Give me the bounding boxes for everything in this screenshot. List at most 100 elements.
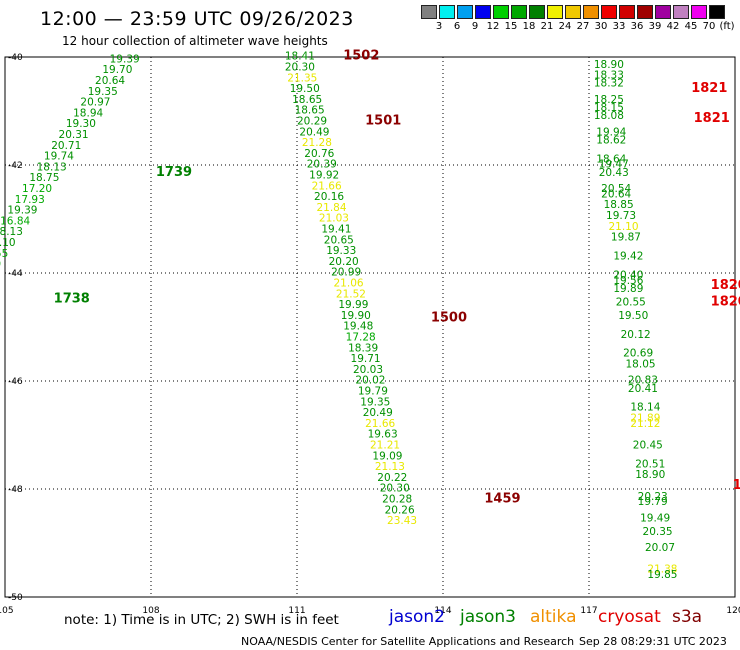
swh-value: 23.43 [387, 515, 417, 527]
swh-value: 20.76 [304, 148, 334, 160]
x-tick-label: 111 [288, 606, 305, 616]
legend-label: 33 [612, 21, 626, 32]
swh-value: 19.42 [613, 251, 643, 263]
swh-value: 21.28 [302, 137, 332, 149]
swh-value: 20.22 [377, 472, 407, 484]
pass-time-label: 1502 [343, 49, 379, 64]
legend-label: 36 [630, 21, 644, 32]
swh-value: 18.13 [37, 161, 67, 173]
pass-time-label: 1821 [691, 81, 727, 96]
legend-swatch [457, 5, 473, 19]
swh-value: 19.89 [613, 283, 643, 295]
swh-value: 18.90 [635, 469, 665, 481]
legend-label: 30 [594, 21, 608, 32]
x-tick-label: 120 [726, 606, 740, 616]
swh-value: 20.40 [613, 269, 643, 281]
swh-value: 19.48 [343, 321, 373, 333]
x-tick-label: 117 [580, 606, 597, 616]
swh-value: 20.26 [385, 504, 415, 516]
swh-value: 18.39 [348, 342, 378, 354]
swh-value: 20.29 [297, 116, 327, 128]
swh-value: 20.45 [633, 440, 663, 452]
swh-value: 19.49 [640, 512, 670, 524]
swh-value: 18.41 [285, 51, 315, 63]
swh-value: 20.83 [628, 375, 658, 387]
legend-label: 24 [558, 21, 572, 32]
swh-value: 19.63 [368, 429, 398, 441]
swh-value: 19.79 [358, 386, 388, 398]
legend-label: 12 [486, 21, 500, 32]
swh-value: 21.84 [316, 202, 346, 214]
swh-value: 18.15 [594, 102, 624, 114]
legend-swatch [547, 5, 563, 19]
pass-time-label: 1820 [711, 294, 740, 309]
swh-value: 20.55 [616, 296, 646, 308]
swh-value: 18.13 [0, 226, 23, 238]
legend-jason3: jason3 [460, 607, 516, 627]
swh-value: 20.64 [601, 188, 631, 200]
swh-value: 19.39 [110, 53, 140, 65]
swh-value: 21.89 [630, 413, 660, 425]
page-title: 12:00 — 23:59 UTC 09/26/2023 [40, 8, 354, 30]
swh-value: 17.60 [0, 259, 1, 271]
swh-value: 19.94 [596, 126, 626, 138]
legend-cryosat: cryosat [598, 607, 661, 627]
legend-swatch [601, 5, 617, 19]
swh-value: 19.30 [66, 118, 96, 130]
swh-value: 20.12 [621, 329, 651, 341]
footnote: note: 1) Time is in UTC; 2) SWH is in fe… [64, 612, 339, 628]
swh-value: 19.39 [7, 205, 37, 217]
swh-value: 18.64 [596, 153, 626, 165]
swh-value: 20.30 [380, 483, 410, 495]
legend-label: 42 [666, 21, 680, 32]
swh-value: 17.55 [0, 248, 8, 260]
swh-value: 20.02 [355, 375, 385, 387]
swh-value: 19.41 [321, 224, 351, 236]
swh-value: 20.31 [59, 129, 89, 141]
legend-swatch [691, 5, 707, 19]
swh-value: 18.90 [594, 59, 624, 71]
swh-value: 20.43 [599, 167, 629, 179]
swh-value: 19.33 [326, 245, 356, 257]
swh-value: 19.99 [338, 299, 368, 311]
swh-value: 18.10 [0, 237, 16, 249]
y-tick-label: -44 [8, 269, 23, 279]
swh-value: 21.38 [647, 564, 677, 576]
swh-value: 18.14 [630, 402, 660, 414]
legend-swatch [475, 5, 491, 19]
legend-s3a: s3a [672, 607, 703, 627]
swh-value: 20.49 [299, 126, 329, 138]
swh-value: 21.35 [287, 72, 317, 84]
swh-value: 19.71 [351, 353, 381, 365]
swh-value: 19.70 [102, 64, 132, 76]
pass-time-label: 1821 [694, 111, 730, 126]
swh-value: 18.85 [604, 199, 634, 211]
swh-value: 20.99 [331, 267, 361, 279]
y-tick-label: -42 [8, 161, 23, 171]
legend-label: 27 [576, 21, 590, 32]
swh-value: 17.93 [15, 194, 45, 206]
swh-value: 20.30 [285, 62, 315, 74]
swh-value: 18.08 [594, 110, 624, 122]
legend-label: 6 [453, 21, 461, 32]
legend-swatch [421, 5, 437, 19]
swh-value: 20.39 [307, 159, 337, 171]
legend-label: 3 [435, 21, 443, 32]
swh-value: 19.56 [613, 275, 643, 287]
swh-value: 21.12 [630, 418, 660, 430]
legend-label: 70 [702, 21, 716, 32]
swh-value: 20.35 [643, 526, 673, 538]
swh-value: 20.23 [638, 491, 668, 503]
swh-value: 18.62 [596, 134, 626, 146]
swh-value: 18.65 [292, 94, 322, 106]
legend-swatch [529, 5, 545, 19]
swh-value: 21.52 [336, 288, 366, 300]
pass-time-label: 1820 [711, 278, 740, 293]
swh-value: 20.20 [329, 256, 359, 268]
swh-value: 20.03 [353, 364, 383, 376]
swh-value: 20.64 [95, 75, 125, 87]
page-subtitle: 12 hour collection of altimeter wave hei… [62, 34, 328, 48]
y-tick-label: -46 [8, 377, 23, 387]
legend-jason2: jason2 [389, 607, 445, 627]
swh-value: 21.13 [375, 461, 405, 473]
